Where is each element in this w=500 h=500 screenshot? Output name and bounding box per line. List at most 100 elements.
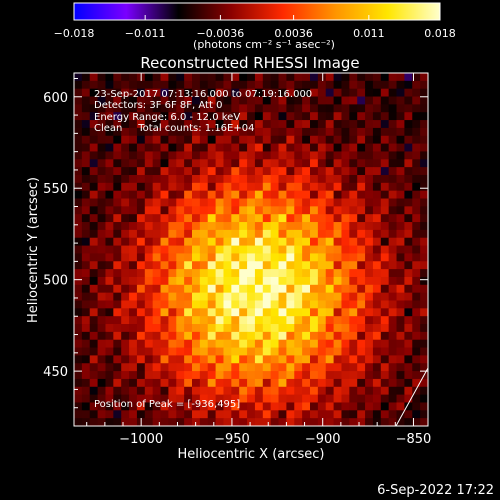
heatmap-cell [372,324,382,333]
heatmap-cell [302,127,311,137]
heatmap-cell [412,284,421,294]
heatmap-cell [105,253,114,262]
heatmap-cell [365,143,374,153]
heatmap-cell [89,174,99,184]
heatmap-cell [310,261,319,270]
heatmap-cell [223,316,232,325]
heatmap-cell [176,237,185,247]
heatmap-cell [192,206,201,215]
heatmap-cell [247,182,256,192]
heatmap-cell [388,347,398,356]
heatmap-cell [199,182,209,192]
heatmap-cell [160,143,169,153]
heatmap-cell [231,135,240,145]
heatmap-cell [97,331,107,341]
heatmap-cell [199,363,209,372]
heatmap-cell [144,331,154,341]
heatmap-cell [254,292,264,302]
heatmap-cell [341,135,350,145]
heatmap-cell [317,73,327,82]
heatmap-cell [404,112,413,121]
heatmap-cell [286,331,295,341]
heatmap-cell [231,261,240,270]
heatmap-cell [136,222,146,231]
heatmap-cell [341,418,350,426]
heatmap-cell [176,284,185,294]
heatmap-cell [231,245,240,255]
heatmap-cell [420,347,428,356]
heatmap-cell [302,120,311,129]
heatmap-cell [388,120,398,129]
heatmap-cell [215,237,225,247]
heatmap-cell [310,331,319,341]
heatmap-cell [136,402,146,411]
heatmap-cell [74,269,83,278]
heatmap-cell [325,198,335,207]
heatmap-cell [89,331,99,341]
heatmap-cell [341,253,350,262]
heatmap-cell [231,88,240,98]
heatmap-cell [152,261,162,270]
heatmap-cell [365,402,374,411]
heatmap-cell [365,198,374,207]
heatmap-cell [136,159,146,168]
heatmap-cell [294,222,303,231]
heatmap-cell [121,159,130,168]
heatmap-cell [270,292,280,302]
heatmap-cell [270,410,280,419]
heatmap-cell [144,324,154,333]
heatmap-cell [270,276,280,286]
heatmap-cell [121,174,130,184]
heatmap-cell [105,174,114,184]
heatmap-cell [247,127,256,137]
heatmap-cell [121,229,130,239]
heatmap-cell [239,386,248,396]
heatmap-cell [152,104,162,113]
heatmap-cell [420,167,428,176]
heatmap-cell [317,167,327,176]
heatmap-cell [262,88,272,98]
heatmap-cell [294,253,303,262]
heatmap-cell [325,371,335,380]
heatmap-cell [89,276,99,286]
heatmap-cell [192,151,201,160]
heatmap-cell [380,127,390,137]
heatmap-cell [294,96,303,105]
heatmap-cell [262,331,272,341]
heatmap-cell [105,206,114,215]
heatmap-cell [223,198,232,207]
heatmap-cell [215,410,225,419]
heatmap-cell [365,363,374,372]
heatmap-cell [372,339,382,349]
heatmap-cell [262,402,272,411]
heatmap-cell [302,167,311,176]
heatmap-cell [89,182,99,192]
heatmap-cell [262,159,272,168]
heatmap-cell [270,253,280,262]
heatmap-cell [270,371,280,380]
heatmap-cell [357,237,366,247]
heatmap-cell [121,355,130,364]
heatmap-cell [129,339,138,349]
heatmap-cell [420,190,428,200]
heatmap-cell [286,151,295,160]
heatmap-cell [113,331,122,341]
heatmap-cell [136,237,146,247]
heatmap-cell [136,347,146,356]
heatmap-cell [231,222,240,231]
heatmap-cell [223,253,232,262]
heatmap-cell [254,214,264,223]
heatmap-cell [113,80,122,90]
heatmap-cell [380,237,390,247]
heatmap-cell [89,269,99,278]
heatmap-cell [317,143,327,153]
heatmap-cell [192,394,201,404]
heatmap-cell [349,214,358,223]
heatmap-cell [380,182,390,192]
heatmap-cell [89,135,99,145]
heatmap-cell [168,418,177,426]
heatmap-cell [404,276,413,286]
heatmap-cell [317,222,327,231]
heatmap-cell [412,402,421,411]
heatmap-cell [105,394,114,404]
